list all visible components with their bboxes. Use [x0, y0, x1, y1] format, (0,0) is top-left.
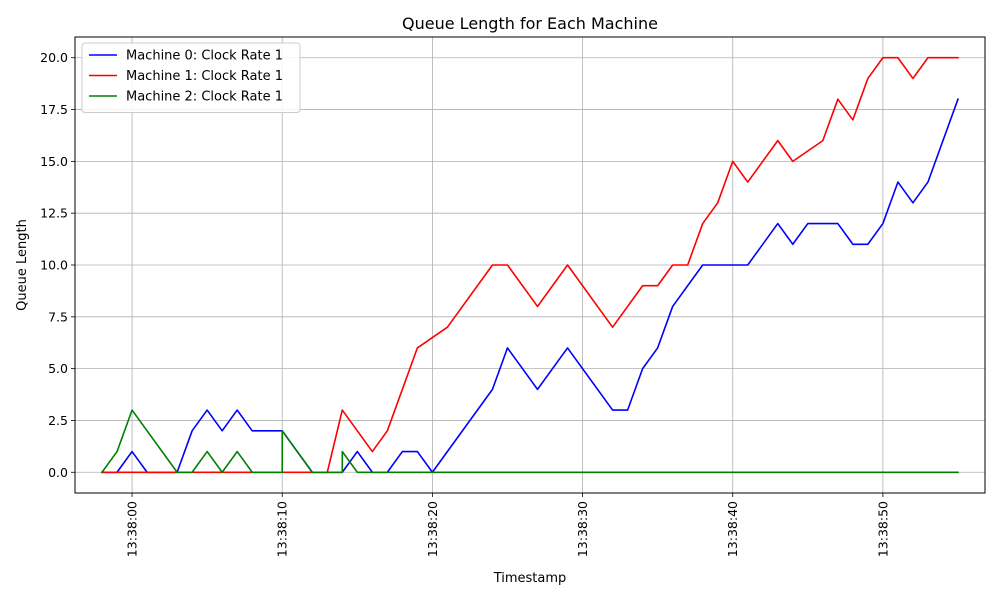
y-tick-label: 10.0: [40, 258, 68, 273]
y-axis-title: Queue Length: [15, 219, 30, 311]
y-tick-label: 0.0: [48, 465, 68, 480]
x-tick-label: 13:38:10: [275, 501, 290, 557]
y-tick-label: 2.5: [48, 413, 68, 428]
y-tick-label: 20.0: [40, 50, 68, 65]
legend: Machine 0: Clock Rate 1 Machine 1: Clock …: [81, 42, 301, 113]
legend-label-machine-2: Machine 2: Clock Rate 1: [126, 90, 283, 105]
x-tick-label: 13:38:30: [575, 501, 590, 557]
x-tick-label: 13:38:20: [425, 501, 440, 557]
x-tick-label: 13:38:40: [725, 501, 740, 557]
x-tick-label: 13:38:50: [875, 501, 890, 557]
y-tick-label: 5.0: [48, 361, 68, 376]
series-lines: [100, 56, 959, 474]
axis-ticks: 13:38:00 13:38:10 13:38:20 13:38:30 13:38:40…: [40, 50, 890, 557]
y-tick-label: 15.0: [40, 154, 68, 169]
legend-box: [81, 42, 301, 113]
grid: [75, 37, 985, 493]
y-tick-label: 7.5: [48, 309, 68, 324]
x-tick-label: 13:38:00: [125, 501, 140, 557]
chart-title: Queue Length for Each Machine: [402, 14, 658, 33]
y-tick-label: 12.5: [40, 206, 68, 221]
series-line-machine-1: [101, 56, 959, 474]
x-axis-title: Timestamp: [493, 571, 567, 586]
y-tick-label: 17.5: [40, 102, 68, 117]
series-line-machine-2: [100, 409, 959, 474]
legend-label-machine-0: Machine 0: Clock Rate 1: [126, 49, 283, 64]
legend-label-machine-1: Machine 1: Clock Rate 1: [126, 69, 283, 84]
